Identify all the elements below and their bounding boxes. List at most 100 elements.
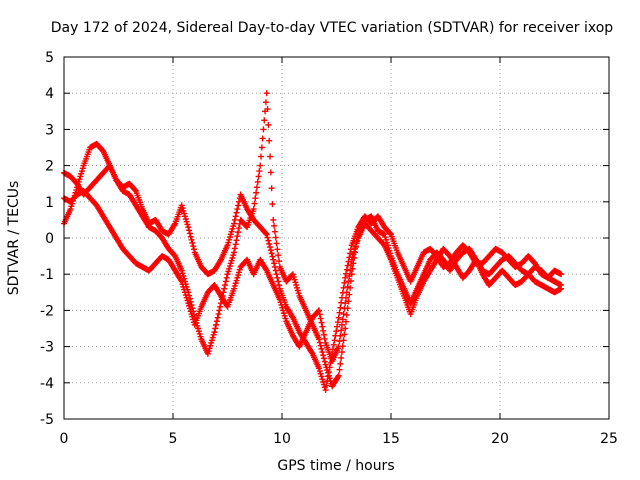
data-point — [231, 249, 238, 256]
data-point — [183, 218, 190, 225]
data-point — [212, 325, 219, 332]
data-point — [224, 242, 231, 249]
data-point — [275, 278, 282, 285]
data-point — [317, 370, 324, 377]
data-point — [226, 236, 233, 243]
data-point — [320, 352, 327, 359]
data-point — [255, 173, 262, 180]
data-point — [345, 278, 352, 285]
data-point — [342, 300, 349, 307]
data-point — [259, 135, 266, 142]
data-point — [334, 319, 341, 326]
data-point — [383, 236, 390, 243]
data-point — [382, 234, 389, 241]
data-point — [346, 273, 353, 280]
data-point — [337, 332, 344, 339]
data-point — [340, 284, 347, 291]
data-point — [281, 312, 288, 319]
data-point — [213, 321, 220, 328]
data-point — [325, 373, 332, 380]
y-tick-label: -1 — [40, 267, 54, 283]
data-point — [338, 354, 345, 361]
data-point — [265, 237, 272, 244]
data-point — [345, 298, 352, 305]
data-point — [225, 268, 232, 275]
y-tick-label: 1 — [45, 195, 54, 211]
data-point — [179, 281, 186, 288]
data-point — [349, 254, 356, 261]
data-point — [79, 165, 86, 172]
data-point — [352, 243, 359, 250]
x-tick-label: 0 — [60, 431, 69, 447]
data-point — [222, 282, 229, 289]
data-point — [291, 276, 298, 283]
y-tick-label: 0 — [45, 231, 54, 247]
data-point — [337, 360, 344, 367]
data-point — [275, 252, 282, 259]
data-point — [292, 279, 299, 286]
data-point — [228, 228, 235, 235]
data-point — [276, 258, 283, 265]
data-point — [321, 335, 328, 342]
data-point — [234, 233, 241, 240]
data-point — [342, 325, 349, 332]
data-point — [181, 210, 188, 217]
data-point — [178, 267, 185, 274]
data-point — [319, 376, 326, 383]
data-point — [262, 230, 269, 237]
data-point — [190, 246, 197, 253]
data-point — [558, 271, 565, 278]
data-point — [258, 153, 265, 160]
data-point — [350, 251, 357, 258]
data-point — [289, 271, 296, 278]
x-tick-label: 15 — [382, 431, 400, 447]
data-point — [267, 244, 274, 251]
data-point — [227, 260, 234, 267]
data-point — [195, 325, 202, 332]
data-point — [273, 271, 280, 278]
data-point — [290, 273, 297, 280]
y-tick-label: 2 — [45, 159, 54, 175]
data-point — [233, 277, 240, 284]
data-point — [235, 229, 242, 236]
data-point — [217, 303, 224, 310]
data-point — [252, 195, 259, 202]
plot-frame — [63, 56, 610, 420]
data-point — [338, 327, 345, 334]
data-point — [331, 337, 338, 344]
data-point — [341, 305, 348, 312]
data-point — [316, 311, 323, 318]
data-point — [279, 304, 286, 311]
data-point — [231, 285, 238, 292]
data-point — [276, 296, 283, 303]
data-point — [67, 206, 74, 213]
data-point — [189, 313, 196, 320]
data-point — [320, 378, 327, 385]
data-point — [316, 336, 323, 343]
data-point — [293, 284, 300, 291]
data-point — [266, 137, 273, 144]
series-track-a — [61, 90, 565, 390]
data-point — [315, 308, 322, 315]
data-point — [253, 184, 260, 191]
data-point — [271, 228, 278, 235]
data-point — [270, 256, 277, 263]
data-point — [190, 316, 197, 323]
data-point — [132, 187, 139, 194]
data-point — [335, 372, 342, 379]
data-point — [253, 189, 260, 196]
data-point — [333, 328, 340, 335]
data-point — [347, 250, 354, 257]
data-point — [320, 331, 327, 338]
data-point — [229, 254, 236, 261]
data-point — [224, 271, 231, 278]
y-tick-label: -2 — [40, 303, 54, 319]
data-point — [208, 337, 215, 344]
data-point — [235, 225, 242, 232]
data-point — [254, 178, 261, 185]
data-point — [269, 201, 276, 208]
data-point — [347, 267, 354, 274]
data-point — [77, 173, 84, 180]
data-point — [226, 265, 233, 272]
